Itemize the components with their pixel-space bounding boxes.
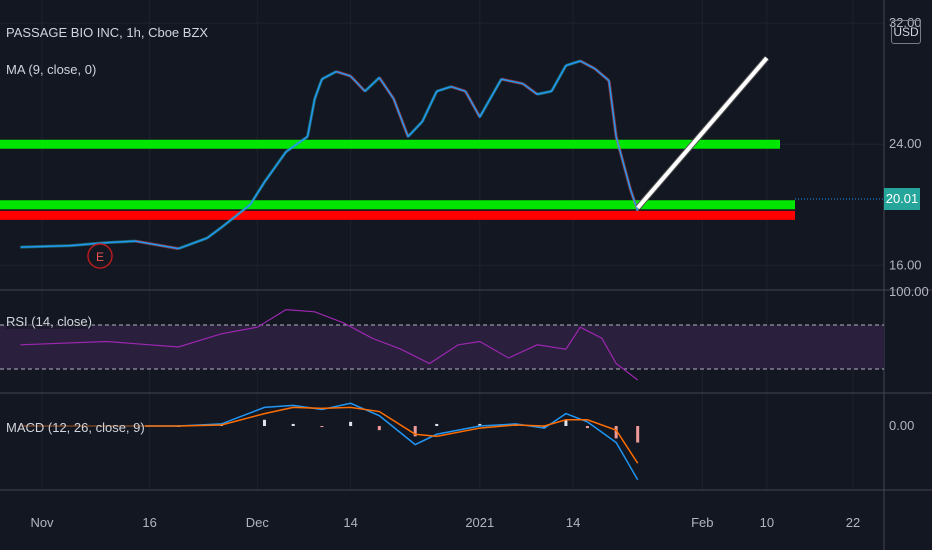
last-price-label: 20.01 [884,188,920,210]
macd-histogram-bar [636,426,640,443]
price-axis-tick-label: 24.00 [889,136,922,151]
currency-button[interactable]: USD [891,20,921,44]
rsi-band [0,325,884,369]
x-axis-tick-label: 14 [343,515,357,530]
x-axis-tick-label: 14 [566,515,580,530]
macd-axis-tick-label: 0.00 [889,418,914,433]
macd-histogram-bar [435,423,439,426]
macd-histogram-bar [320,426,324,428]
trend-arrow [635,55,770,210]
x-axis-tick-label: Nov [30,515,54,530]
price-axis-tick-label: 16.00 [889,257,922,272]
rsi-line [20,308,639,381]
x-axis-tick-label: 22 [846,515,860,530]
macd-histogram-bar [262,419,266,426]
x-axis-tick-label: Dec [246,515,270,530]
macd-legend[interactable]: MACD (12, 26, close, 9) [6,420,145,435]
symbol-legend[interactable]: PASSAGE BIO INC, 1h, Cboe BZX [6,25,209,40]
earnings-marker-label: E [96,250,104,264]
x-axis-tick-label: 2021 [465,515,494,530]
macd-histogram-bar [542,426,546,429]
rsi-legend[interactable]: RSI (14, close) [6,314,92,329]
macd-histogram-bar [291,423,295,426]
macd-histogram-bar [564,419,568,426]
axis-ticks: Nov 16 Dec 14 2021 14 Feb 10 22 32.00 24.00 16.00 10… [30,15,928,530]
macd-histogram-bar [413,426,417,437]
macd-series [18,402,640,481]
price-series [20,59,640,251]
macd-histogram-bar [377,426,381,431]
rsi-series [20,308,639,381]
horizontal-lines [0,139,795,220]
x-axis-tick-label: Feb [691,515,713,530]
macd-histogram-bar [349,421,353,426]
ma-legend[interactable]: MA (9, close, 0) [6,62,97,77]
rsi-axis-tick-label: 100.00 [889,284,929,299]
earnings-marker[interactable]: E [87,243,113,269]
signal-line [20,406,639,464]
ma-line [20,60,639,250]
x-axis-tick-label: 10 [760,515,774,530]
macd-line [20,402,639,481]
macd-histogram-bar [478,423,482,426]
price-axis-tick-label: 32.00 [889,15,922,30]
macd-histogram-bar [585,426,589,429]
trend-arrow-line[interactable] [636,56,769,210]
x-axis-tick-label: 16 [142,515,156,530]
macd-histogram-bar [614,426,618,439]
